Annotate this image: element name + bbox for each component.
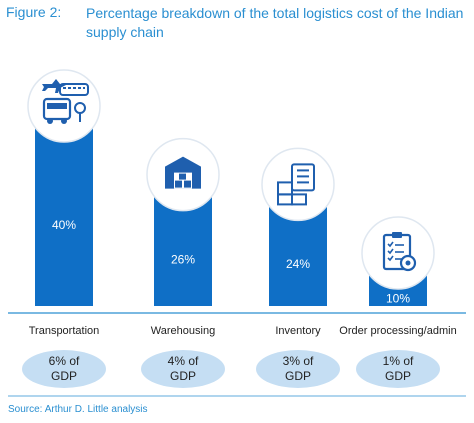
- check-mark: [387, 241, 394, 248]
- warehouse-icon: [165, 156, 201, 189]
- figure-title: Percentage breakdown of the total logist…: [86, 5, 464, 40]
- inventory-icon: [277, 163, 315, 206]
- gdp-pill: [356, 350, 440, 388]
- value-label: 26%: [171, 252, 195, 266]
- gdp-label-line2: GDP: [51, 369, 77, 383]
- category-label: Inventory: [275, 325, 321, 337]
- plane-shape: [42, 79, 68, 93]
- gdp-label-line2: GDP: [385, 369, 411, 383]
- gdp-label-line1: 4% of: [168, 354, 199, 368]
- value-label: 10%: [386, 292, 410, 306]
- gdp-label-line1: 6% of: [49, 354, 80, 368]
- value-label: 40%: [52, 218, 76, 232]
- bus-body: [42, 97, 72, 121]
- gdp-pill: [141, 350, 225, 388]
- figure-label: Figure 2:: [6, 4, 62, 20]
- clipboard-clip: [392, 232, 402, 238]
- train-body: [59, 83, 89, 96]
- bus-wheel-right: [61, 118, 67, 124]
- warehouse-box-left: [175, 180, 182, 188]
- category-label: Order processing/admin: [339, 325, 456, 337]
- checklist-board: [291, 163, 315, 192]
- transport-icon: [42, 79, 89, 124]
- gdp-label-line1: 3% of: [283, 354, 314, 368]
- gdp-pill: [256, 350, 340, 388]
- value-label: 24%: [286, 257, 310, 271]
- order-clipboard-icon: [382, 232, 417, 272]
- inventory-box: [291, 193, 307, 206]
- category-label: Warehousing: [151, 325, 215, 337]
- bus-windows: [47, 103, 67, 109]
- warehouse-box-right: [184, 180, 191, 188]
- source-note: Source: Arthur D. Little analysis: [8, 404, 148, 415]
- gdp-label-line1: 1% of: [383, 354, 414, 368]
- icon-circle: [261, 147, 335, 222]
- icon-circle: [361, 216, 435, 290]
- warehouse-box-top: [179, 173, 186, 180]
- check-mark: [387, 248, 394, 255]
- gdp-pill: [22, 350, 106, 388]
- gdp-label-line2: GDP: [285, 369, 311, 383]
- gear-badge-center: [405, 260, 411, 266]
- check-mark: [387, 255, 394, 262]
- gdp-label-line2: GDP: [170, 369, 196, 383]
- category-label: Transportation: [29, 325, 100, 337]
- bus-wheel-left: [47, 118, 53, 124]
